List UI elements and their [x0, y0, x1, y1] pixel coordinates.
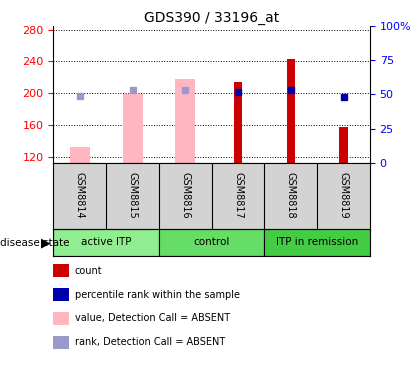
- Text: GSM8818: GSM8818: [286, 172, 296, 219]
- Text: control: control: [194, 238, 230, 247]
- Bar: [70, 147, 90, 163]
- Text: GSM8819: GSM8819: [339, 172, 349, 219]
- Text: count: count: [75, 266, 102, 276]
- Text: ▶: ▶: [41, 236, 51, 249]
- Bar: [159, 229, 264, 256]
- Text: percentile rank within the sample: percentile rank within the sample: [75, 290, 240, 300]
- Bar: [264, 229, 370, 256]
- Bar: [234, 82, 242, 163]
- Text: ITP in remission: ITP in remission: [276, 238, 358, 247]
- Text: GSM8816: GSM8816: [180, 172, 190, 219]
- Bar: [122, 94, 143, 163]
- Text: GSM8814: GSM8814: [75, 172, 85, 219]
- Text: GSM8817: GSM8817: [233, 172, 243, 219]
- Text: rank, Detection Call = ABSENT: rank, Detection Call = ABSENT: [75, 337, 225, 347]
- Title: GDS390 / 33196_at: GDS390 / 33196_at: [144, 11, 279, 25]
- Bar: [175, 79, 195, 163]
- Text: disease state: disease state: [0, 238, 69, 248]
- Bar: [53, 229, 159, 256]
- Bar: [339, 127, 348, 163]
- Bar: [286, 59, 295, 163]
- Text: value, Detection Call = ABSENT: value, Detection Call = ABSENT: [75, 313, 230, 324]
- Text: active ITP: active ITP: [81, 238, 132, 247]
- Text: GSM8815: GSM8815: [127, 172, 138, 219]
